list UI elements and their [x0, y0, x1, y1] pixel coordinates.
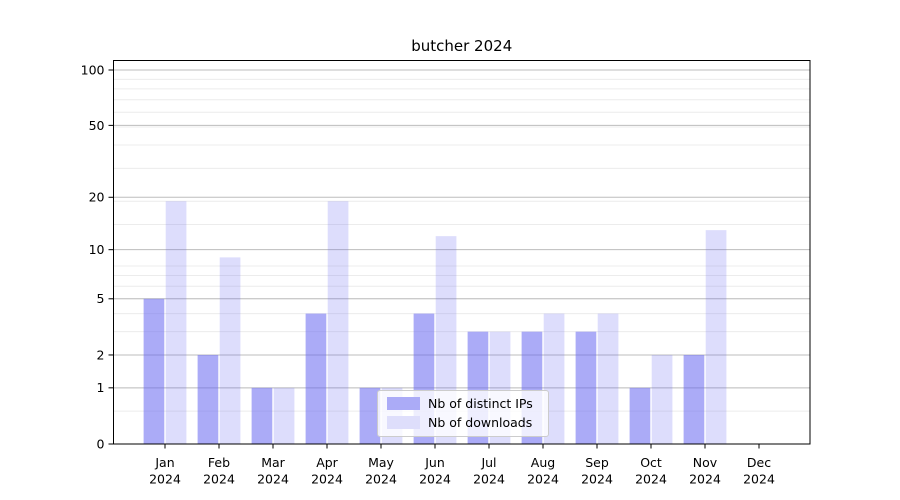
chart-title: butcher 2024: [411, 37, 512, 55]
x-tick-label-year-mar: 2024: [257, 472, 289, 487]
x-tick-label-year-jul: 2024: [473, 472, 505, 487]
x-tick-label-year-jun: 2024: [419, 472, 451, 487]
y-tick-label-5: 5: [97, 291, 105, 306]
x-tick-label-year-oct: 2024: [635, 472, 667, 487]
x-tick-label-year-aug: 2024: [527, 472, 559, 487]
bar-downloads-oct: [651, 354, 673, 444]
legend-swatch-distinct-ips: [387, 397, 420, 410]
bar-distinct-ips-feb: [197, 354, 219, 444]
x-tick-label-month-feb: Feb: [208, 455, 230, 470]
x-tick-label-month-mar: Mar: [261, 455, 285, 470]
legend: Nb of distinct IPs Nb of downloads: [377, 390, 549, 437]
x-tick-label-month-jan: Jan: [154, 455, 174, 470]
x-tick-label-year-may: 2024: [365, 472, 397, 487]
bar-downloads-jan: [165, 201, 187, 444]
x-tick-label-month-oct: Oct: [640, 455, 662, 470]
bar-downloads-sep: [597, 313, 619, 444]
x-tick-label-year-sep: 2024: [581, 472, 613, 487]
bar-distinct-ips-sep: [575, 331, 597, 444]
x-tick-label-month-nov: Nov: [693, 455, 718, 470]
x-tick-label-month-aug: Aug: [531, 455, 555, 470]
bar-distinct-ips-may: [359, 387, 381, 444]
bar-distinct-ips-nov: [683, 354, 705, 444]
legend-label-distinct-ips: Nb of distinct IPs: [428, 395, 533, 411]
y-tick-label-50: 50: [89, 118, 105, 133]
x-tick-label-year-jan: 2024: [149, 472, 181, 487]
x-tick-label-month-dec: Dec: [747, 455, 771, 470]
y-tick-label-20: 20: [89, 190, 105, 205]
x-tick-label-year-nov: 2024: [689, 472, 721, 487]
legend-item-downloads: Nb of downloads: [387, 416, 540, 430]
x-tick-label-month-jun: Jun: [424, 455, 445, 470]
x-tick-label-year-dec: 2024: [743, 472, 775, 487]
bar-downloads-nov: [705, 230, 727, 444]
legend-item-distinct-ips: Nb of distinct IPs: [387, 397, 540, 411]
bar-distinct-ips-oct: [629, 387, 651, 444]
y-tick-label-100: 100: [81, 62, 105, 77]
y-tick-label-0: 0: [97, 436, 105, 451]
bar-downloads-feb: [219, 257, 241, 444]
axes-border: [113, 60, 811, 445]
legend-swatch-downloads: [387, 416, 420, 429]
x-tick-label-month-apr: Apr: [316, 455, 338, 470]
y-tick-label-1: 1: [97, 380, 105, 395]
x-tick-label-year-apr: 2024: [311, 472, 343, 487]
y-tick-label-2: 2: [97, 347, 105, 362]
legend-label-downloads: Nb of downloads: [428, 414, 533, 430]
x-tick-label-month-may: May: [368, 455, 394, 470]
bar-downloads-mar: [273, 387, 295, 444]
y-tick-label-10: 10: [89, 242, 105, 257]
x-tick-label-month-jul: Jul: [480, 455, 496, 470]
bar-distinct-ips-jan: [143, 298, 165, 444]
x-tick-label-year-feb: 2024: [203, 472, 235, 487]
bar-distinct-ips-apr: [305, 313, 327, 444]
bar-distinct-ips-mar: [251, 387, 273, 444]
bar-downloads-apr: [327, 201, 349, 444]
x-tick-label-month-sep: Sep: [585, 455, 609, 470]
